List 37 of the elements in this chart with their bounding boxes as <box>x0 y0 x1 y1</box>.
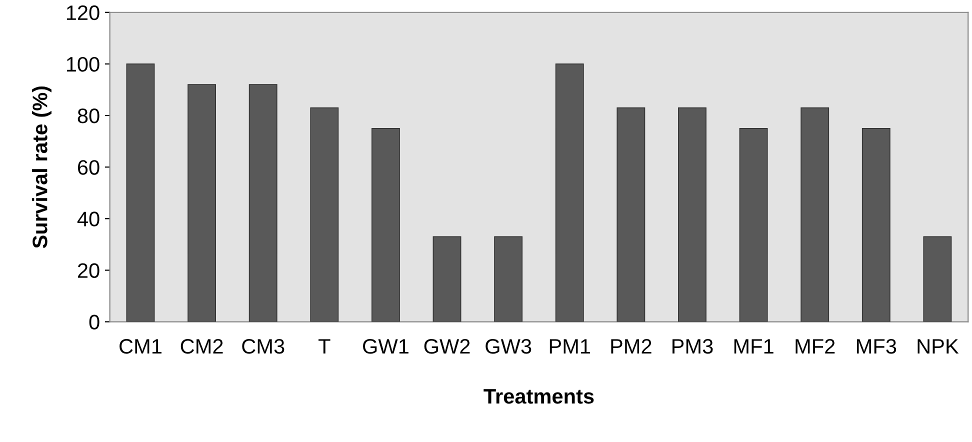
x-tick-label: GW1 <box>363 338 408 354</box>
bar <box>126 64 155 322</box>
bar <box>371 128 400 322</box>
x-tick-label: PM2 <box>611 338 652 354</box>
x-tick-label: CM2 <box>180 338 223 354</box>
bar <box>923 236 952 322</box>
y-tick-label: 20 <box>78 263 100 278</box>
x-tick-label: MF1 <box>734 339 774 354</box>
bar <box>494 236 523 322</box>
y-tick-label: 0 <box>89 314 100 330</box>
bar <box>739 128 768 322</box>
x-axis-title: Treatments <box>484 389 594 404</box>
bar <box>248 84 278 322</box>
x-tick-label: PM3 <box>672 338 713 354</box>
y-tick-label: 100 <box>66 56 100 72</box>
x-tick-label: MF2 <box>796 338 835 354</box>
x-tick-label: GW2 <box>424 338 470 354</box>
bar <box>800 107 830 322</box>
x-tick-label: MF3 <box>857 338 896 354</box>
bar <box>678 107 706 322</box>
y-tick-label: 60 <box>78 160 100 175</box>
y-tick-label: 40 <box>77 212 100 226</box>
bar <box>616 107 646 322</box>
y-tick-label: 80 <box>78 108 100 124</box>
y-axis-title: Survival rate (%) <box>32 86 52 248</box>
bar <box>432 236 462 322</box>
x-tick-label: PM1 <box>550 339 590 354</box>
bar <box>188 84 216 322</box>
bar <box>310 107 339 322</box>
bar <box>862 128 890 322</box>
x-tick-label: T <box>318 339 330 354</box>
y-tick-label: 120 <box>66 5 100 20</box>
x-tick-label: GW3 <box>486 338 532 354</box>
x-tick-label: NPK <box>918 339 959 354</box>
bar <box>555 64 584 322</box>
x-tick-label: CM3 <box>242 338 284 354</box>
x-tick-label: CM1 <box>120 338 162 354</box>
